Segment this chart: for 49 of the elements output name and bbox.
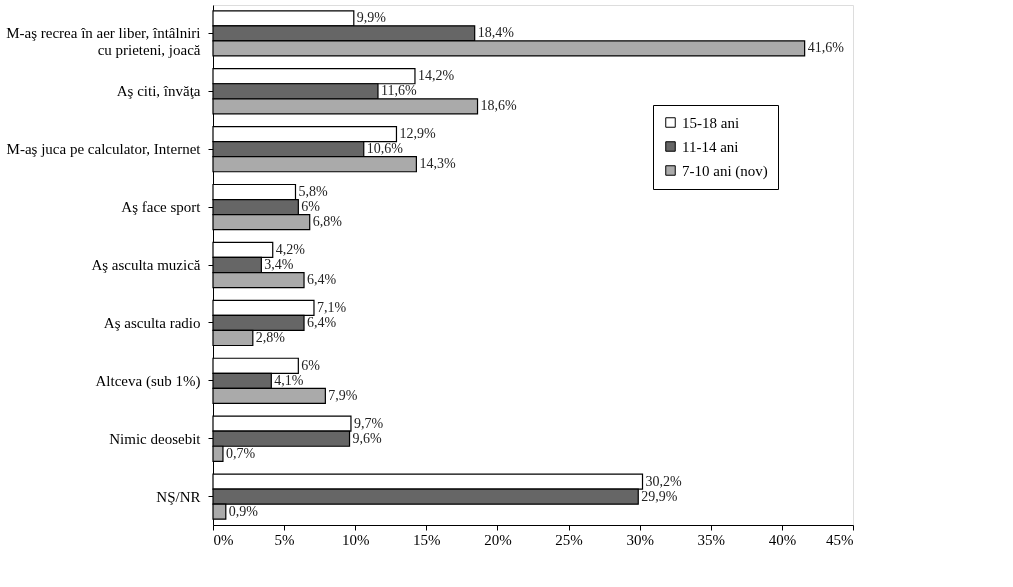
data-label: 14,2% bbox=[417, 68, 455, 84]
y-tick-label: Nimic deosebit bbox=[109, 430, 202, 447]
data-label: 4,2% bbox=[275, 241, 306, 257]
data-label: 6% bbox=[301, 199, 321, 215]
data-label: 14,3% bbox=[419, 156, 456, 172]
data-label: 10,6% bbox=[366, 141, 404, 157]
data-label: 9,6% bbox=[352, 430, 383, 446]
y-tick-label: M-aş juca pe calculator, Internet bbox=[6, 141, 202, 158]
x-tick-label: 10% bbox=[341, 531, 370, 548]
y-tick-label: Altceva (sub 1%) bbox=[95, 372, 201, 390]
data-label: 30,2% bbox=[645, 473, 683, 489]
data-label: 0,7% bbox=[225, 445, 256, 461]
x-tick-label: 25% bbox=[555, 531, 583, 548]
data-label: 7,1% bbox=[316, 299, 347, 315]
data-label: 41,6% bbox=[807, 40, 845, 56]
legend-label: 15-18 ani bbox=[682, 114, 740, 131]
x-tick-label: 30% bbox=[626, 531, 654, 548]
x-tick-label: 5% bbox=[274, 531, 295, 548]
x-tick-label: 15% bbox=[413, 531, 441, 548]
x-tick-label: 45% bbox=[826, 531, 854, 548]
data-label: 7,9% bbox=[328, 387, 358, 403]
x-tick-label: 20% bbox=[484, 531, 512, 548]
legend-label: 11-14 ani bbox=[682, 138, 739, 155]
y-tick-label: Aş face sport bbox=[121, 199, 202, 216]
data-label: 18,4% bbox=[477, 25, 515, 41]
data-label: 18,6% bbox=[480, 98, 518, 114]
y-tick-label: NŞ/NR bbox=[156, 488, 201, 505]
data-label: 29,9% bbox=[641, 488, 678, 504]
data-label: 12,9% bbox=[399, 126, 436, 142]
data-label: 9,9% bbox=[356, 10, 387, 26]
legend-label: 7-10 ani (nov) bbox=[682, 162, 768, 180]
data-label: 9,7% bbox=[353, 415, 384, 431]
x-tick-label: 0% bbox=[213, 531, 234, 548]
data-label: 6,4% bbox=[307, 314, 337, 330]
data-label: 6% bbox=[301, 357, 321, 373]
y-tick-label: Aş asculta muzică bbox=[91, 257, 201, 273]
data-label: 4,1% bbox=[274, 372, 304, 388]
y-tick-label: M-aş recrea în aer liber, întâlniri cu prieteni, joacă bbox=[6, 25, 201, 59]
data-label: 5,8% bbox=[298, 184, 328, 200]
x-tick-label: 40% bbox=[768, 531, 797, 548]
data-label: 3,4% bbox=[264, 257, 294, 272]
y-tick-label: Aş citi, învăţa bbox=[116, 83, 201, 100]
data-label: 11,6% bbox=[380, 83, 417, 99]
x-tick-label: 35% bbox=[697, 531, 726, 548]
data-label: 0,9% bbox=[228, 503, 259, 519]
data-label: 6,8% bbox=[312, 214, 343, 230]
data-label: 6,4% bbox=[307, 272, 337, 288]
data-label: 2,8% bbox=[255, 329, 286, 345]
y-tick-label: Aş asculta radio bbox=[103, 314, 201, 331]
